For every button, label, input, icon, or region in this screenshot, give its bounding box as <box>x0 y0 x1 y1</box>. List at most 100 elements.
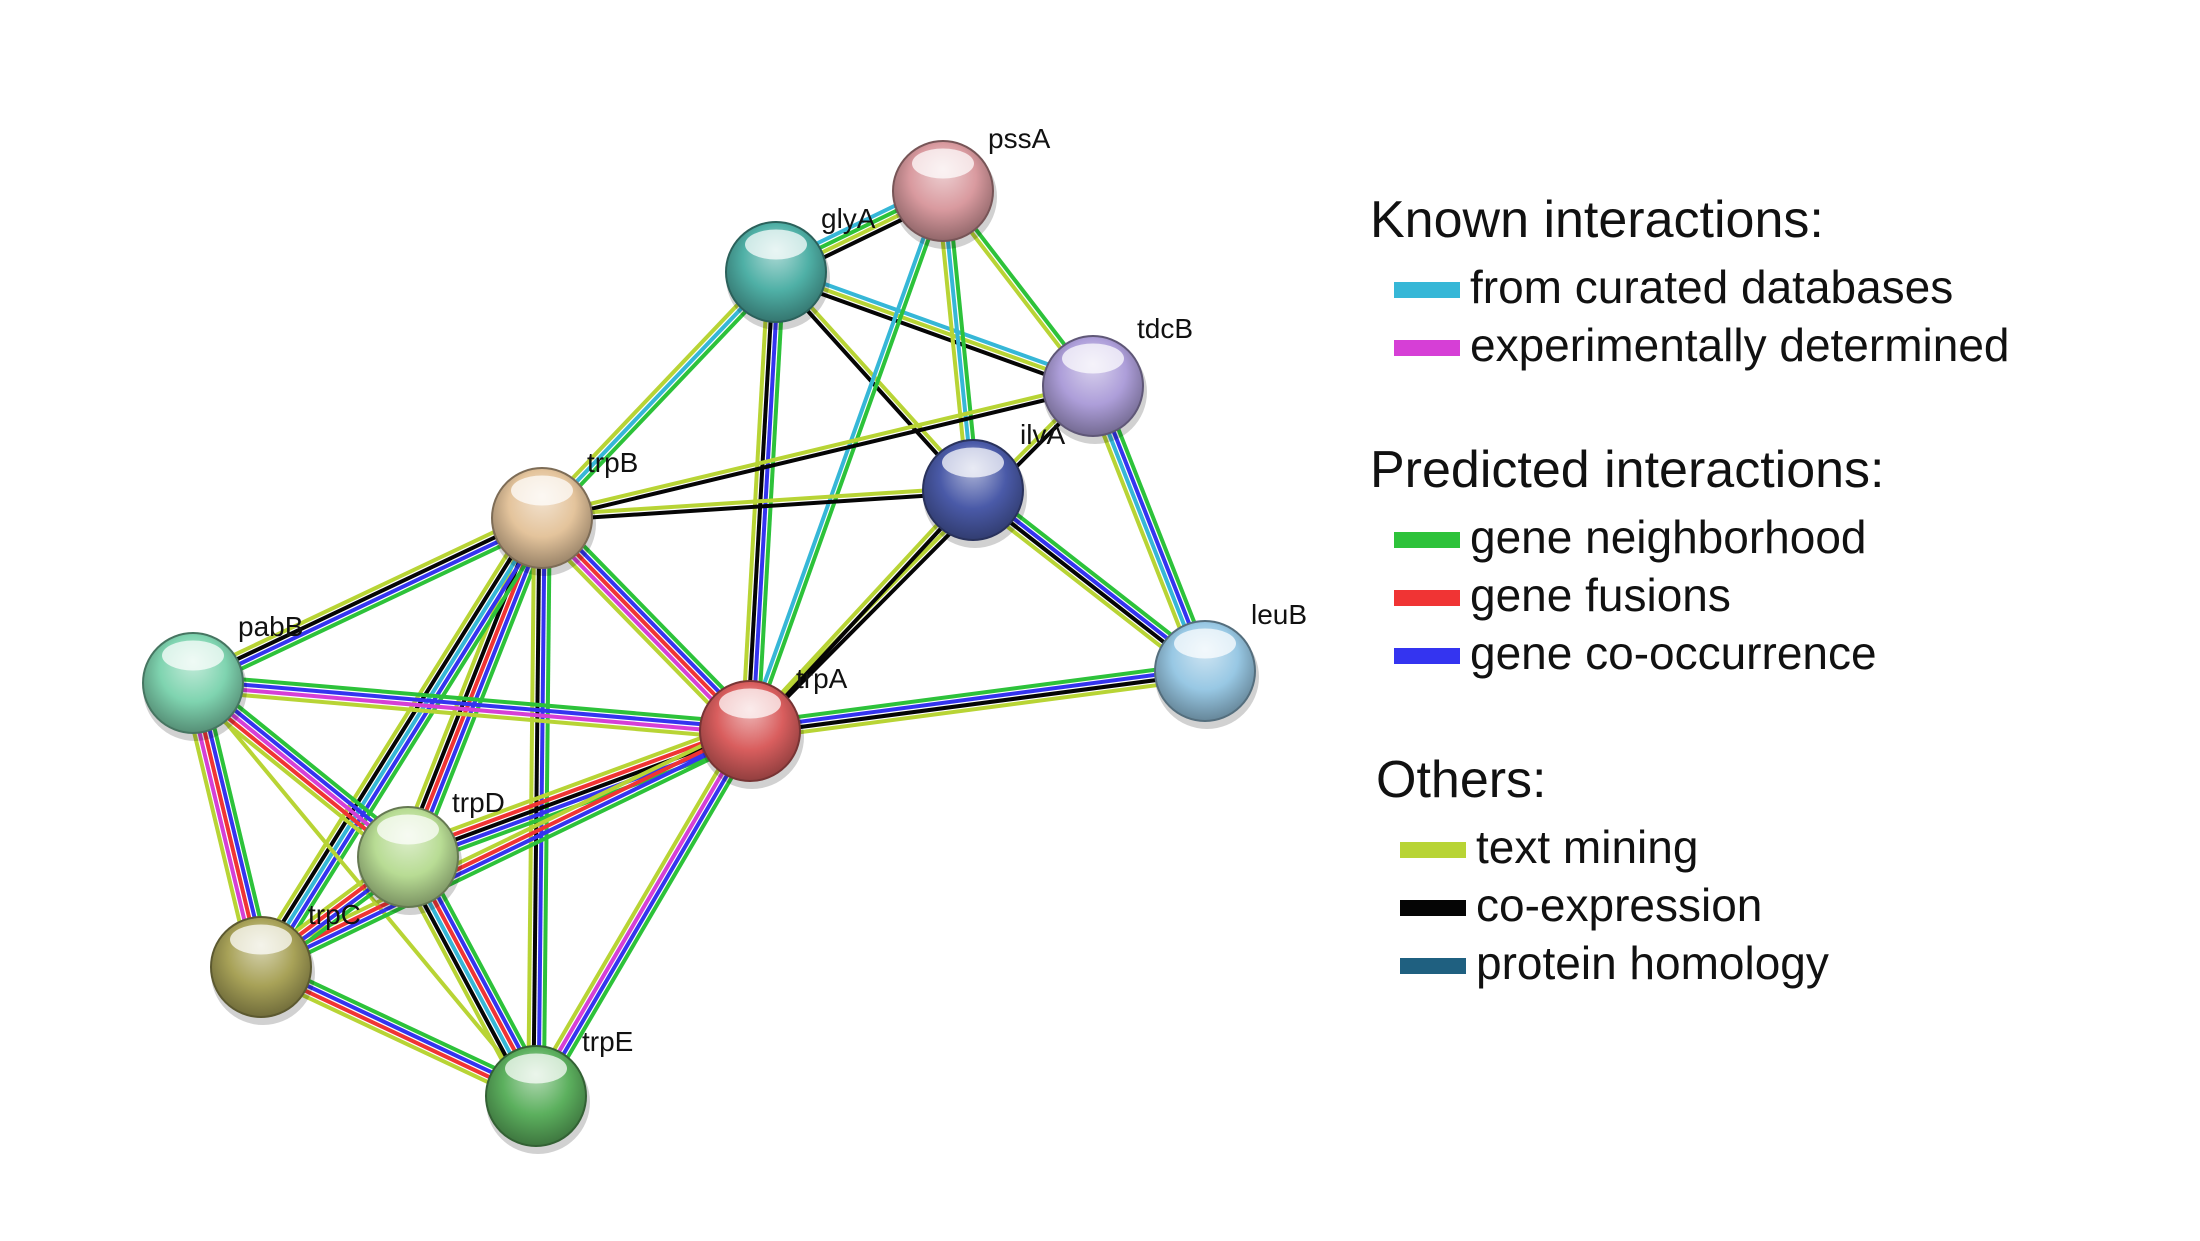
edge-line-neighborhood <box>540 733 759 1101</box>
edge-line-coexpression <box>531 517 542 1097</box>
edge-trpB-trpC <box>250 511 553 974</box>
legend-label-curated: from curated databases <box>1470 261 1954 313</box>
node-pabB[interactable]: pabB <box>142 611 303 741</box>
legend-swatch-curated <box>1394 282 1460 298</box>
edge-line-cooccurrence <box>410 519 549 860</box>
edge-line-neighborhood <box>195 523 547 692</box>
edge-line-cooccurrence <box>193 678 751 731</box>
node-trpA[interactable]: trpA <box>699 663 848 789</box>
edge-glyA-trpB <box>536 267 782 523</box>
node-highlight <box>1062 343 1124 374</box>
legend-item-coexpression: co-expression <box>1376 876 1762 934</box>
edge-line-coexpression <box>191 513 542 683</box>
legend-item-text-mining: text mining <box>1376 818 1698 876</box>
edge-ilvA-trpA <box>746 486 977 735</box>
edge-line-cooccurrence <box>749 666 1205 731</box>
edge-line-text <box>746 382 1093 731</box>
edge-line-curated <box>1088 386 1205 673</box>
edge-line-fusion <box>259 726 750 967</box>
node-highlight <box>912 148 974 179</box>
node-label-trpB: trpB <box>587 447 638 478</box>
node-label-trpC: trpC <box>308 899 361 930</box>
node-highlight <box>1174 628 1236 659</box>
node-trpB[interactable]: trpB <box>491 447 638 576</box>
node-label-leuB: leuB <box>1251 599 1307 630</box>
edge-tdcB-trpB <box>540 381 1095 523</box>
edge-line-cooccurrence <box>263 519 549 971</box>
node-trpE[interactable]: trpE <box>485 1026 633 1154</box>
edge-line-coexpression <box>750 386 1097 735</box>
edge-line-text <box>256 972 534 1105</box>
edges-layer <box>180 182 1215 1105</box>
node-highlight <box>745 229 807 260</box>
node-pssA[interactable]: pssA <box>892 123 1051 249</box>
edge-line-neighborhood <box>415 521 554 862</box>
nodes-layer: pssA glyA tdcB ilvA trpB pabB trpA leuB trpD trpC… <box>142 123 1307 1154</box>
node-highlight <box>230 924 292 955</box>
edge-line-cooccurrence <box>1093 384 1210 671</box>
edge-line-text <box>192 688 750 741</box>
edge-line-text <box>775 270 1094 388</box>
edge-line-coexpression <box>254 514 540 966</box>
node-label-trpA: trpA <box>796 663 848 694</box>
edge-line-text <box>1083 388 1200 675</box>
edge-line-curated <box>745 189 943 731</box>
legend-item-homology: protein homology <box>1376 934 1829 992</box>
node-label-tdcB: tdcB <box>1137 313 1193 344</box>
edge-line-text <box>750 676 1207 741</box>
legend-item-curated: from curated databases <box>1370 258 1953 316</box>
legend-label-homology: protein homology <box>1476 937 1829 989</box>
node-label-trpD: trpD <box>452 787 505 818</box>
legend-label-experimental: experimentally determined <box>1470 319 2010 371</box>
edge-line-curated <box>259 516 544 969</box>
edge-line-text <box>536 267 774 516</box>
node-label-pssA: pssA <box>988 123 1051 154</box>
edge-line-neighborhood <box>263 958 541 1091</box>
edge-line-neighborhood <box>1098 382 1215 669</box>
legend-swatch-cooccurrence <box>1394 648 1460 664</box>
node-trpD[interactable]: trpD <box>357 787 505 915</box>
edge-line-neighborhood <box>748 661 1205 726</box>
legend-label-fusion: gene fusions <box>1470 569 1731 621</box>
edge-tdcB-leuB <box>1083 382 1215 675</box>
edge-line-coexpression <box>542 490 974 523</box>
edge-line-neighborhood <box>268 522 553 974</box>
edge-line-text <box>188 509 540 678</box>
legend-item-neighborhood: gene neighborhood <box>1370 508 1885 566</box>
edge-line-text <box>540 381 1093 518</box>
legend-item-cooccurrence: gene co-occurrence <box>1370 624 1885 682</box>
node-glyA[interactable]: glyA <box>725 203 876 330</box>
legend-predicted-heading: Predicted interactions: <box>1370 441 1885 499</box>
node-ilvA[interactable]: ilvA <box>922 419 1065 548</box>
node-tdcB[interactable]: tdcB <box>1042 313 1193 444</box>
legend-swatch-text-mining <box>1400 842 1466 858</box>
edge-line-cooccurrence <box>261 731 752 972</box>
edge-line-experimental <box>192 683 750 736</box>
legend-swatch-fusion <box>1394 590 1460 606</box>
node-highlight <box>719 688 781 719</box>
edge-line-neighborhood <box>263 736 755 976</box>
edge-line-text <box>541 485 973 518</box>
edge-line-coexpression <box>773 275 1092 393</box>
legend-item-fusion: gene fusions <box>1370 566 1885 624</box>
edge-line-curated <box>777 265 1096 383</box>
edge-glyA-tdcB <box>773 265 1096 393</box>
edge-line-text <box>403 719 748 850</box>
edge-trpA-trpE <box>527 726 759 1101</box>
legend-known-heading: Known interactions: <box>1370 191 1824 249</box>
legend-swatch-experimental <box>1394 340 1460 356</box>
node-highlight <box>377 814 439 845</box>
legend-label-coexpression: co-expression <box>1476 879 1763 931</box>
edge-line-neighborhood <box>193 673 751 726</box>
edge-line-experimental <box>532 728 750 1096</box>
node-label-pabB: pabB <box>238 611 303 642</box>
legend-item-experimental: experimentally determined <box>1370 316 2010 374</box>
edge-line-coexpression <box>750 671 1206 736</box>
node-leuB[interactable]: leuB <box>1154 599 1307 729</box>
edge-trpA-leuB <box>748 661 1207 741</box>
node-trpC[interactable]: trpC <box>210 899 361 1025</box>
edge-line-fusion <box>405 724 749 854</box>
edge-line-text <box>250 511 535 963</box>
edge-line-neighborhood <box>750 191 948 733</box>
edge-line-text <box>746 486 973 731</box>
